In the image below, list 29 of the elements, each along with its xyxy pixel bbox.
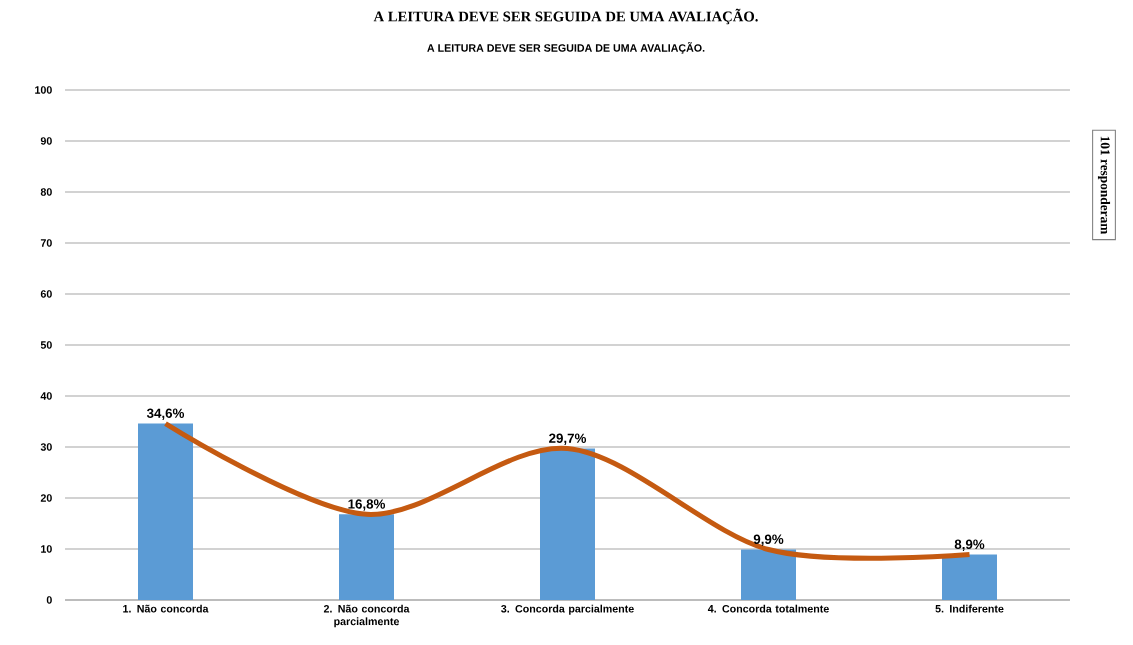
y-tick-label: 80 <box>40 188 52 196</box>
y-tick-label: 40 <box>40 392 52 400</box>
y-tick-label: 60 <box>40 290 52 298</box>
x-tick-label: 3. Concorda parcialmente <box>501 604 634 615</box>
x-tick-label: 4. Concorda totalmente <box>707 604 829 613</box>
x-tick-label: 5. Indiferente <box>935 604 1004 613</box>
y-tick-label: 10 <box>41 545 52 553</box>
bar <box>741 549 796 600</box>
data-label: 16,8% <box>348 499 386 511</box>
bar <box>942 554 997 600</box>
y-tick-label: 90 <box>40 137 52 145</box>
y-tick-label: 30 <box>40 443 52 451</box>
data-label: 34,6% <box>146 408 185 420</box>
bar <box>339 514 394 600</box>
x-tick-label: 1. Não concorda <box>123 604 209 613</box>
text: 101 responderam <box>1097 136 1111 235</box>
data-label: 9,9% <box>753 534 784 546</box>
data-label: 29,7% <box>549 433 587 445</box>
bar <box>540 448 595 600</box>
chart-subtitle: A LEITURA DEVE SER SEGUIDA DE UMA AVALIAÇÃO. <box>427 42 705 54</box>
y-tick-label: 100 <box>35 86 52 94</box>
bar <box>138 423 194 600</box>
y-tick-label: 50 <box>40 341 52 349</box>
x-tick-label: 2. Não concorda parcialmente <box>323 604 410 628</box>
y-tick-label: 70 <box>40 239 52 247</box>
chart-title: A LEITURA DEVE SER SEGUIDA DE UMA AVALIAÇÃO. <box>373 8 758 25</box>
y-tick-label: 20 <box>40 494 52 502</box>
data-label: 8,9% <box>954 539 985 551</box>
y-tick-label: 0 <box>46 596 52 604</box>
